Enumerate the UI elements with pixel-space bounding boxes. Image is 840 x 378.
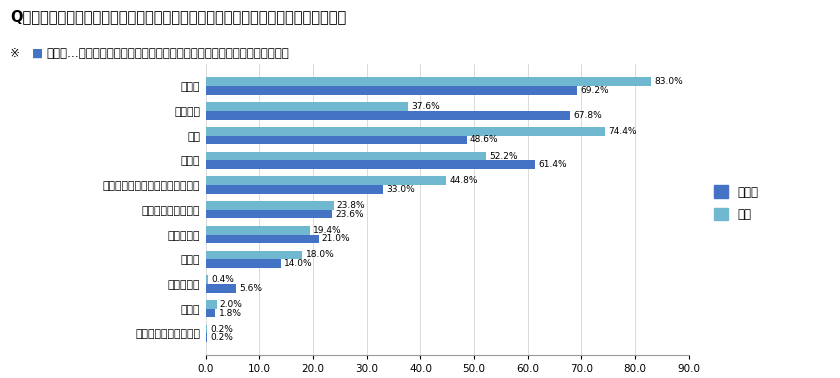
Text: 23.8%: 23.8% xyxy=(337,201,365,210)
Bar xyxy=(206,234,318,243)
Text: ■: ■ xyxy=(32,47,43,60)
Bar xyxy=(206,275,208,284)
Text: 37.6%: 37.6% xyxy=(411,102,439,111)
Bar xyxy=(206,226,310,234)
Text: 67.8%: 67.8% xyxy=(573,111,601,120)
Bar xyxy=(206,251,302,259)
Bar xyxy=(206,177,446,185)
Bar xyxy=(206,201,333,210)
Text: Q：【子どもの自転車について】自転車を購入する際の購入基準を教えてください。: Q：【子どもの自転車について】自転車を購入する際の購入基準を教えてください。 xyxy=(10,9,346,25)
Text: 2.0%: 2.0% xyxy=(220,300,243,309)
Text: 69.2%: 69.2% xyxy=(580,86,609,95)
Bar xyxy=(206,185,383,194)
Bar xyxy=(206,160,535,169)
Text: 19.4%: 19.4% xyxy=(313,226,342,235)
Text: 61.4%: 61.4% xyxy=(538,160,567,169)
Bar xyxy=(206,333,207,342)
Text: ※: ※ xyxy=(10,47,24,60)
Text: 0.2%: 0.2% xyxy=(210,325,233,334)
Bar xyxy=(206,325,207,333)
Text: 44.8%: 44.8% xyxy=(449,176,478,185)
Bar xyxy=(206,136,467,144)
Bar xyxy=(206,284,236,293)
Text: 14.0%: 14.0% xyxy=(284,259,312,268)
Bar xyxy=(206,259,281,268)
Text: 33.0%: 33.0% xyxy=(386,185,415,194)
Bar xyxy=(206,111,570,119)
Text: 52.2%: 52.2% xyxy=(489,152,517,161)
Legend: 子ども, 主婦: 子ども, 主婦 xyxy=(709,181,764,226)
Text: 18.0%: 18.0% xyxy=(306,250,334,259)
Text: 83.0%: 83.0% xyxy=(654,77,683,86)
Bar xyxy=(206,77,651,86)
Text: 74.4%: 74.4% xyxy=(608,127,637,136)
Text: 0.4%: 0.4% xyxy=(211,275,234,284)
Text: 1.8%: 1.8% xyxy=(218,308,242,318)
Text: 48.6%: 48.6% xyxy=(470,135,498,144)
Bar xyxy=(206,309,215,318)
Bar xyxy=(206,210,333,218)
Bar xyxy=(206,127,605,136)
Text: 0.2%: 0.2% xyxy=(210,333,233,342)
Text: 5.6%: 5.6% xyxy=(239,284,262,293)
Text: 21.0%: 21.0% xyxy=(322,234,350,243)
Bar xyxy=(206,102,407,111)
Bar xyxy=(206,300,217,309)
Bar xyxy=(206,152,486,160)
Bar xyxy=(206,86,577,95)
Text: 23.6%: 23.6% xyxy=(336,210,365,218)
Text: 子ども…子どもが考える自転車の購入基準について主婦（親）が代理で回答: 子ども…子どもが考える自転車の購入基準について主婦（親）が代理で回答 xyxy=(46,47,289,60)
